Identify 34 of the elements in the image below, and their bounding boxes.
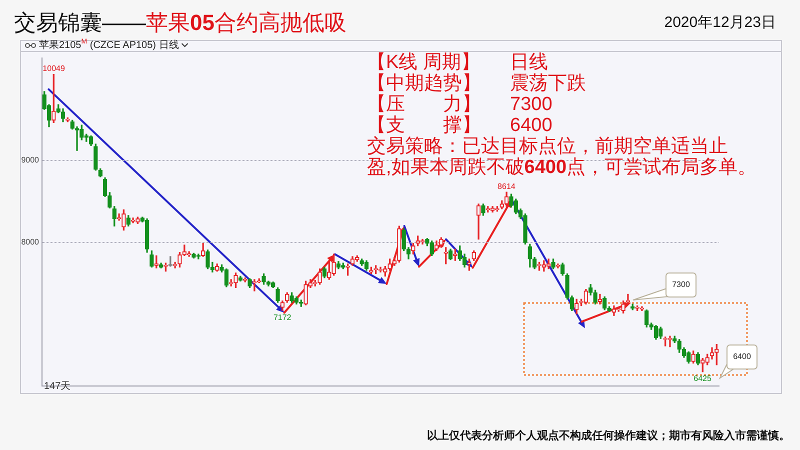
candlestick — [318, 268, 322, 285]
y-tick-label: 9000 — [21, 156, 40, 165]
text: 7300 — [672, 280, 690, 289]
y-tick-label: 8000 — [21, 238, 40, 247]
candlestick — [248, 278, 252, 288]
annotation: 交易策略：已达目标点位，前期空单适当止 — [367, 136, 728, 157]
annotation: 7172 — [273, 312, 292, 322]
text: 以上仅代表分析师个人观点不构成任何操作建议；期市有风险入市需谨慎。 — [427, 430, 790, 443]
text: 2020年12月23日 — [664, 14, 776, 32]
annotation: 10049 — [42, 64, 65, 74]
candlestick — [150, 250, 154, 268]
text: 【压 力】 — [367, 94, 481, 115]
candlestick — [565, 273, 570, 300]
candlestick — [332, 254, 336, 276]
candlestick — [593, 290, 598, 304]
candlestick — [94, 144, 98, 171]
text: 6400 — [733, 352, 751, 361]
candlestick — [439, 237, 444, 248]
candlestick — [481, 204, 486, 216]
annotation: 6425 — [694, 374, 712, 383]
annotation: 147天 — [44, 381, 71, 392]
annotation: 盈,如果本周跌不破6400点，可尝试布局多单。 — [367, 157, 757, 178]
annotation: 7300 — [510, 94, 552, 115]
chart-subtitle: 苹果2105$^{M}$ (CZCE AP105) 日线 — [39, 38, 179, 51]
annotation: 8614 — [498, 182, 516, 192]
text: 【K线 周期】 日线 — [367, 52, 548, 73]
candlestick — [551, 258, 556, 270]
text: 【中期趋势】 震荡下跌 — [367, 73, 586, 94]
chart-title: 交易锦囊——苹果05合约高抛低吸 — [14, 10, 346, 35]
text: 【支 撑】 — [367, 115, 481, 136]
candlestick — [262, 273, 266, 285]
annotation: 6400 — [510, 115, 552, 136]
candlestick — [411, 243, 416, 254]
candlestick — [276, 287, 280, 303]
